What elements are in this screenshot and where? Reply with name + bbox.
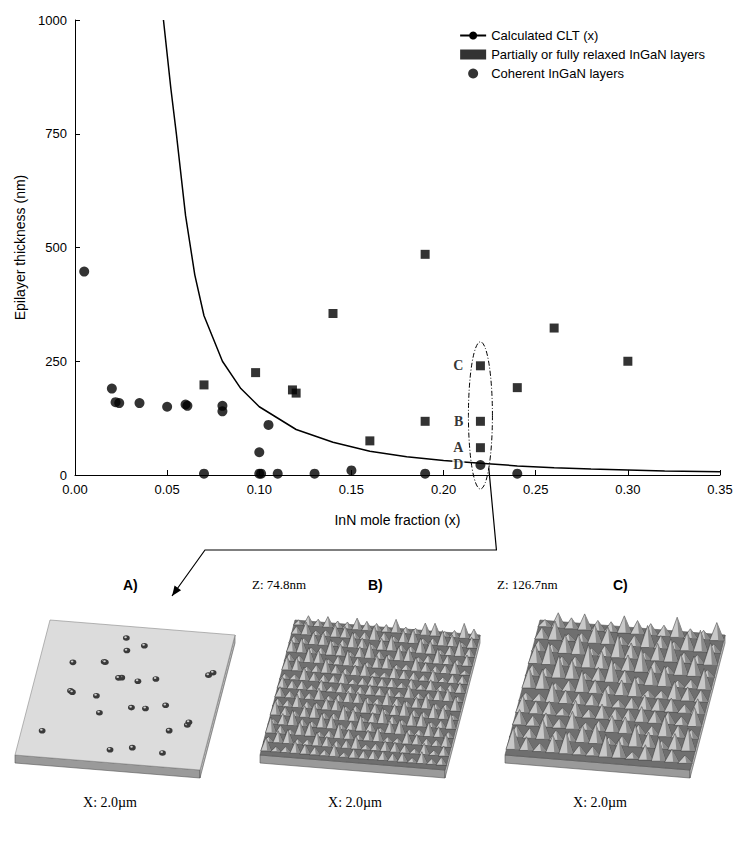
svg-text:Coherent InGaN layers: Coherent InGaN layers [491, 66, 624, 81]
svg-text:500: 500 [45, 240, 67, 255]
svg-text:Z: 74.8nm: Z: 74.8nm [252, 577, 306, 592]
svg-text:0.35: 0.35 [707, 482, 732, 497]
svg-text:0.15: 0.15 [339, 482, 364, 497]
svg-text:750: 750 [45, 126, 67, 141]
svg-text:0.10: 0.10 [247, 482, 272, 497]
svg-text:1000: 1000 [38, 13, 67, 28]
svg-text:A): A) [123, 577, 138, 593]
svg-text:X: 2.0µm: X: 2.0µm [83, 795, 137, 810]
svg-text:D: D [453, 457, 463, 472]
svg-text:Z: 126.7nm: Z: 126.7nm [497, 577, 558, 592]
svg-text:0.25: 0.25 [523, 482, 548, 497]
svg-text:X: 2.0µm: X: 2.0µm [328, 795, 382, 810]
svg-text:0.05: 0.05 [154, 482, 179, 497]
svg-text:Calculated CLT (x): Calculated CLT (x) [491, 28, 598, 43]
svg-text:B): B) [368, 577, 383, 593]
svg-text:C: C [453, 358, 463, 373]
svg-text:0.00: 0.00 [62, 482, 87, 497]
svg-text:B: B [454, 414, 463, 429]
svg-text:0: 0 [60, 468, 67, 483]
svg-text:X: 2.0µm: X: 2.0µm [573, 795, 627, 810]
svg-text:Partially or fully relaxed InG: Partially or fully relaxed InGaN layers [491, 47, 705, 62]
svg-text:0.20: 0.20 [431, 482, 456, 497]
svg-text:C): C) [613, 577, 628, 593]
svg-text:Epilayer thickness (nm): Epilayer thickness (nm) [12, 175, 28, 321]
svg-text:250: 250 [45, 354, 67, 369]
svg-text:A: A [453, 440, 464, 455]
svg-text:0.30: 0.30 [615, 482, 640, 497]
svg-text:InN mole fraction (x): InN mole fraction (x) [334, 512, 460, 528]
